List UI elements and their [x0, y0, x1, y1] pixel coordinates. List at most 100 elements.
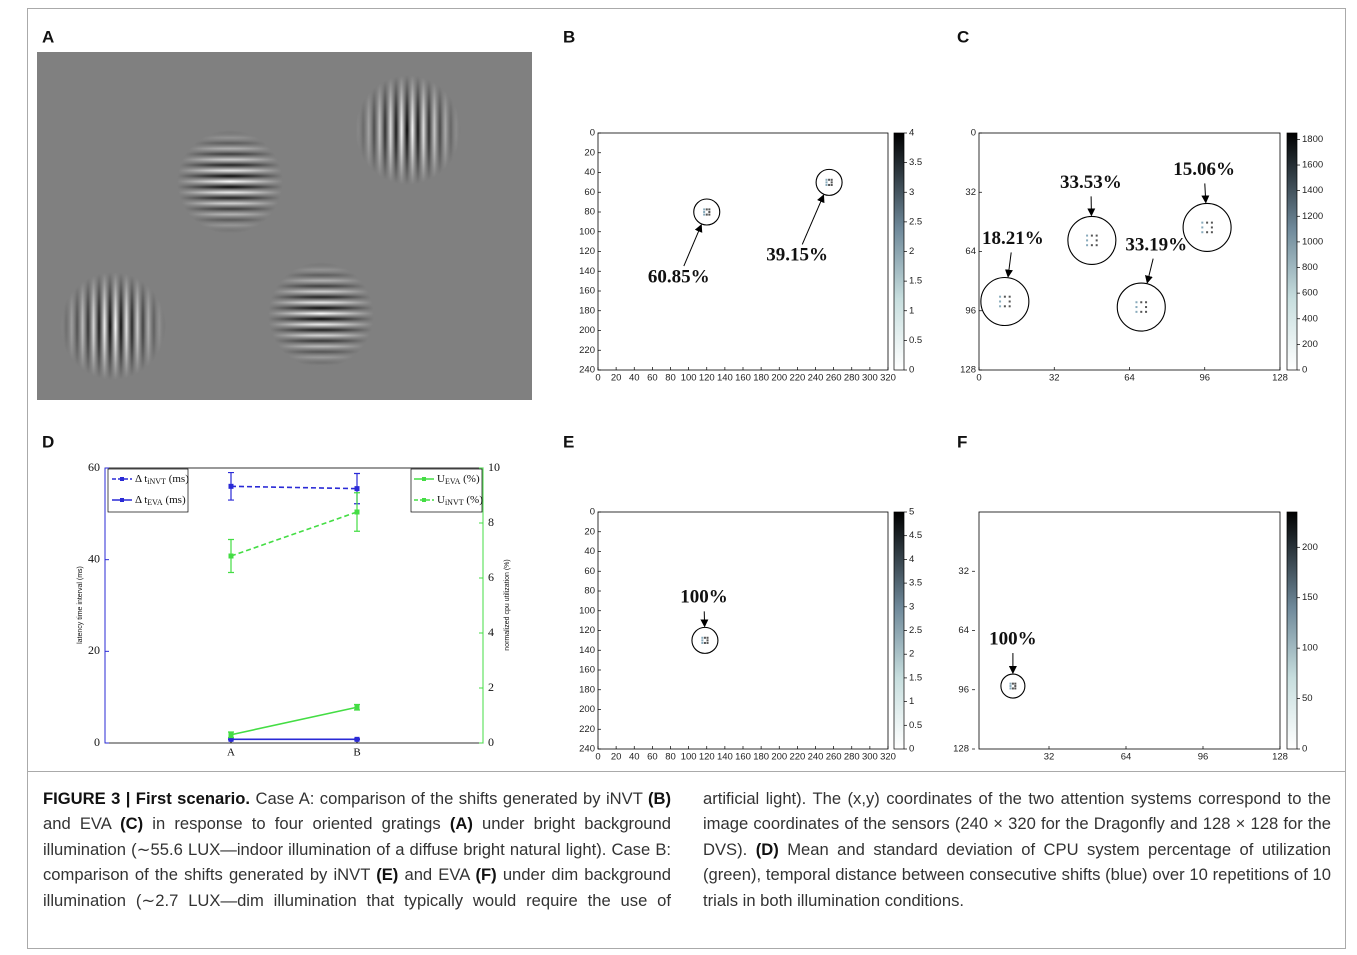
- page: { "image_panel": {"panel": "A"}, "chart_…: [0, 0, 1357, 955]
- data-point: [355, 705, 360, 710]
- event-dot: [1206, 231, 1208, 233]
- x-tick-label: 40: [629, 752, 640, 763]
- event-dot: [828, 184, 830, 186]
- x-tick-label: 20: [611, 373, 622, 384]
- colorbar-tick-label: 50: [1302, 693, 1313, 704]
- event-dot: [708, 208, 710, 210]
- x-tick-label: 260: [826, 373, 842, 384]
- annotation-label: 100%: [680, 587, 728, 608]
- event-dot: [1086, 244, 1088, 246]
- y-tick-label: 128: [960, 365, 976, 376]
- y2-axis-label: normalized cpu utilization (%): [504, 559, 511, 650]
- colorbar-tick-label: 5: [909, 507, 914, 518]
- x-tick-label: 200: [771, 752, 787, 763]
- annotation-label: 18.21%: [982, 228, 1044, 249]
- colorbar-tick-label: 2: [909, 649, 914, 660]
- legend-marker: [422, 477, 426, 481]
- colorbar-tick-label: 100: [1302, 643, 1318, 654]
- plot-frame: [598, 133, 888, 370]
- attention-focus: [981, 277, 1029, 325]
- caption-bold: FIGURE 3 | First scenario.: [43, 789, 250, 808]
- x-tick-label: A: [227, 747, 235, 759]
- colorbar-tick-label: 4.5: [909, 530, 922, 541]
- data-point: [355, 486, 360, 491]
- y-tick-label: 160: [579, 665, 595, 676]
- colorbar: [894, 512, 904, 749]
- event-dot: [1201, 226, 1203, 228]
- colorbar-tick-label: 1200: [1302, 211, 1323, 222]
- y-tick-label: 0: [590, 128, 595, 139]
- attention-focus: [1117, 283, 1165, 331]
- y-tick-label: 40: [584, 167, 595, 178]
- caption-bold: (B): [648, 789, 671, 808]
- event-dot: [706, 214, 708, 216]
- event-dot: [1009, 296, 1011, 298]
- panel-label: A: [42, 27, 54, 46]
- event-dot: [1009, 305, 1011, 307]
- colorbar-tick-label: 3.5: [909, 157, 922, 168]
- event-dot: [708, 211, 710, 213]
- event-dot: [701, 642, 703, 644]
- colorbar-tick-label: 1.5: [909, 672, 922, 683]
- colorbar-tick-label: 400: [1302, 313, 1318, 324]
- x-tick-label: 120: [699, 373, 715, 384]
- y-tick-label: 32: [965, 187, 976, 198]
- event-dot: [1135, 306, 1137, 308]
- event-dot: [1014, 687, 1016, 689]
- legend-label-part: (ms): [166, 473, 189, 485]
- event-dot: [707, 639, 709, 641]
- event-dot: [1012, 687, 1014, 689]
- x-tick-label: 220: [789, 752, 805, 763]
- event-dot: [708, 214, 710, 216]
- x-tick-label: 128: [1272, 752, 1288, 763]
- y-tick-label: 0: [590, 507, 595, 518]
- colorbar-tick-label: 1400: [1302, 185, 1323, 196]
- x-tick-label: 300: [862, 373, 878, 384]
- data-point: [229, 732, 234, 737]
- y-tick-label: 160: [579, 286, 595, 297]
- legend-label-part: iNVT: [147, 477, 166, 486]
- series-line: [231, 512, 357, 556]
- event-dot: [1211, 222, 1213, 224]
- caption: FIGURE 3 | First scenario. Case A: compa…: [28, 772, 1346, 946]
- legend-label-part: (ms): [163, 494, 186, 506]
- y-tick-label: 200: [579, 704, 595, 715]
- x-tick-label: 32: [1049, 373, 1060, 384]
- event-dot: [1096, 235, 1098, 237]
- caption-bold: (E): [376, 865, 398, 884]
- event-dot: [1014, 683, 1016, 685]
- legend-label-part: iNVT: [445, 498, 464, 507]
- event-dot: [1140, 301, 1142, 303]
- event-dot: [1096, 239, 1098, 241]
- y-tick-label: 200: [579, 325, 595, 336]
- x-tick-label: 20: [611, 752, 622, 763]
- x-tick-label: 100: [681, 373, 697, 384]
- y-tick-label: 120: [579, 246, 595, 257]
- y-tick-label: 20: [88, 643, 100, 657]
- panel-label: B: [563, 27, 575, 46]
- colorbar: [1287, 512, 1297, 749]
- legend-label-part: Δ t: [135, 473, 147, 485]
- caption-text: Mean and standard deviation of CPU syste…: [703, 840, 1331, 910]
- y2-tick-label: 8: [488, 515, 494, 529]
- x-tick-label: 320: [880, 752, 896, 763]
- colorbar-tick-label: 0: [909, 744, 914, 755]
- x-tick-label: 80: [665, 752, 676, 763]
- y-tick-label: 240: [579, 365, 595, 376]
- event-dot: [831, 179, 833, 181]
- x-tick-label: 300: [862, 752, 878, 763]
- y-tick-label: 140: [579, 645, 595, 656]
- y-tick-label: 100: [579, 605, 595, 616]
- colorbar-tick-label: 4: [909, 554, 914, 565]
- caption-bold: (D): [756, 840, 779, 859]
- caption-text: in response to four oriented gratings: [143, 814, 450, 833]
- y-tick-label: 20: [584, 147, 595, 158]
- y-tick-label: 60: [584, 566, 595, 577]
- event-dot: [1014, 685, 1016, 687]
- event-dot: [1211, 226, 1213, 228]
- y-axis-label: latency time interval (ms): [77, 566, 84, 644]
- colorbar-tick-label: 3: [909, 601, 914, 612]
- colorbar-tick-label: 2.5: [909, 625, 922, 636]
- x-tick-label: 280: [844, 752, 860, 763]
- y2-tick-label: 0: [488, 735, 494, 749]
